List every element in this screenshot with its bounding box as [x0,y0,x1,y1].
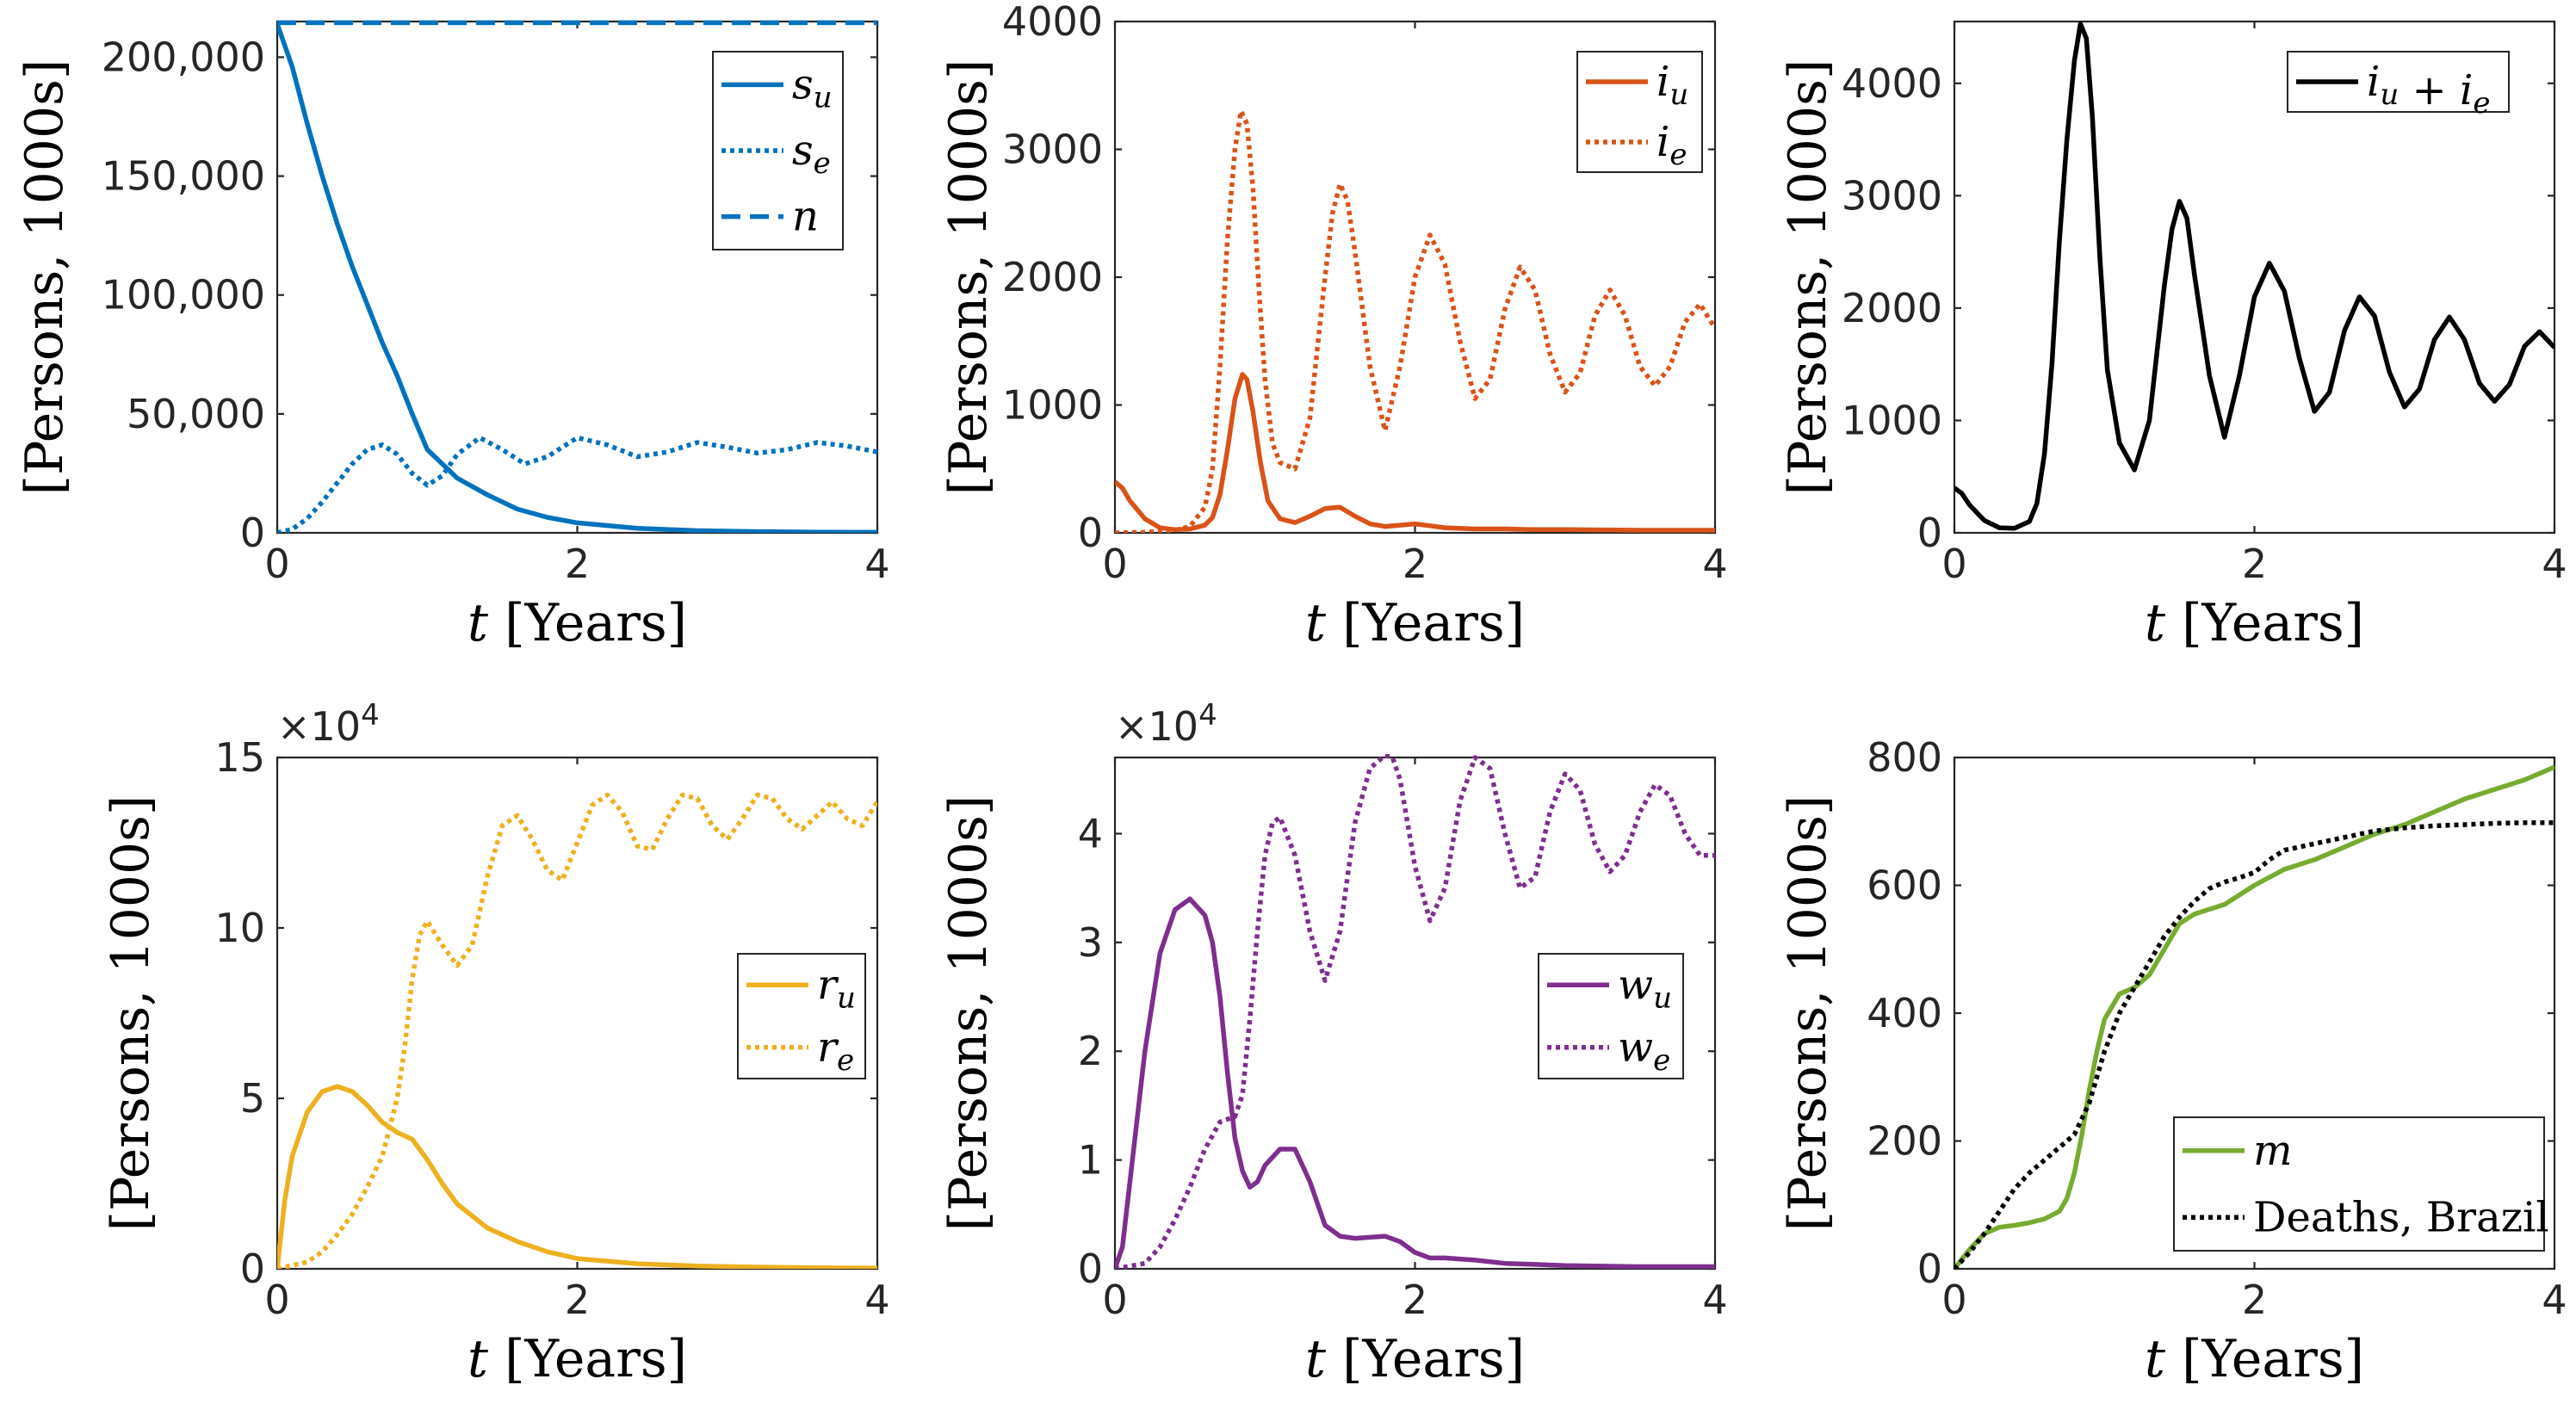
x-axis-label: t [Years] [468,1329,687,1389]
x-tick-label: 2 [1403,1277,1427,1323]
y-tick-label: 800 [1867,734,1942,781]
y-tick-label: 200 [1867,1118,1942,1165]
x-tick-label: 2 [565,541,590,587]
legend: iu ie [1576,51,1703,173]
legend-label: m [2253,1127,2293,1175]
series-line-r-e [277,792,877,1269]
legend-box [2173,1116,2545,1252]
y-tick-label: 0 [1078,1246,1103,1292]
series-line-s-e [277,435,877,533]
y-exponent-label: ×104 [1115,698,1217,750]
y-tick-label: 5 [240,1075,265,1122]
x-tick-label: 0 [264,1277,289,1323]
series-line-i-e [1115,108,1715,533]
x-tick-label: 4 [2542,541,2567,587]
x-tick-label: 0 [1102,1277,1127,1323]
legend: su se n [712,51,844,250]
series-line-s-u [277,22,877,533]
y-tick-label: 1 [1078,1137,1103,1184]
y-tick-label: 2000 [1002,254,1103,300]
chart-panel-4: 0 2 4 0 5 10 15 ×104 t [Years] [Persons, 1000s] ru… [101,698,890,1389]
y-tick-label: 4000 [1002,0,1103,45]
legend-box [1576,51,1703,173]
legend-label: n [792,193,819,241]
y-axis-label: [Persons, 1000s] [15,59,75,496]
legend: ru re [737,953,866,1079]
y-tick-label: 0 [240,1246,265,1292]
y-tick-label: 200,000 [102,34,265,80]
x-tick-label: 4 [864,541,889,587]
legend-label: se [792,127,831,181]
x-tick-label: 4 [1702,1277,1727,1323]
legend-label: iu + ie [2367,58,2490,121]
x-tick-label: 4 [864,1277,889,1323]
x-axis-label: t [Years] [468,593,687,653]
y-tick-label: 0 [240,510,265,556]
y-axis-label: [Persons, 1000s] [938,795,999,1232]
y-tick-label: 4 [1078,810,1103,856]
legend: wu we [1538,953,1684,1079]
legend-label: ie [1656,118,1687,172]
y-axis-label: [Persons, 1000s] [1778,795,1838,1232]
y-tick-label: 10 [214,905,265,951]
legend: m Deaths, Brazil [2173,1116,2549,1252]
legend-label: we [1618,1023,1670,1078]
chart-panel-6: 0 2 4 0 200 400 600 800 t [Years] [Persons, 1000s… [1778,734,2567,1389]
x-tick-label: 0 [1941,1277,1966,1323]
y-tick-label: 2 [1078,1028,1103,1074]
y-tick-label: 3000 [1002,127,1103,173]
x-axis-label: t [Years] [2145,593,2364,653]
y-tick-label: 1000 [1002,382,1103,429]
legend-label: iu [1656,58,1688,112]
x-tick-label: 4 [1702,541,1727,587]
chart-panel-2: 0 2 4 0 1000 2000 3000 4000 t [Years] [Persons, 1… [938,0,1728,653]
x-tick-label: 0 [1102,541,1127,587]
y-tick-label: 4000 [1842,60,1942,107]
series-line-w-u [1115,896,1715,1269]
y-tick-label: 50,000 [127,391,265,437]
y-tick-label: 15 [214,734,265,781]
y-exponent-label: ×104 [277,698,380,750]
y-tick-label: 400 [1867,990,1942,1036]
legend: iu + ie [2287,51,2510,121]
y-tick-label: 0 [1917,1246,1942,1292]
y-tick-label: 0 [1078,510,1103,556]
series-line-r-u [277,1084,877,1269]
y-axis-label: [Persons, 1000s] [938,59,999,496]
x-tick-label: 2 [2242,1277,2267,1323]
legend-label: wu [1618,961,1672,1015]
y-tick-label: 3 [1078,919,1103,966]
x-axis-label: t [Years] [1305,593,1525,653]
x-tick-label: 0 [1941,541,1966,587]
chart-panel-3: 0 2 4 0 1000 2000 3000 4000 t [Years] [Persons, 1… [1778,20,2567,653]
x-tick-label: 2 [565,1277,590,1323]
x-axis-label: t [Years] [1305,1329,1525,1389]
legend-label: re [817,1023,854,1078]
series-line-w-e [1115,754,1715,1269]
legend-box [1538,953,1684,1079]
y-tick-label: 1000 [1842,397,1942,443]
y-tick-label: 150,000 [102,153,265,200]
legend-label: ru [817,961,856,1015]
y-tick-label: 0 [1917,510,1942,556]
x-tick-label: 2 [1403,541,1427,587]
legend-label: su [792,60,833,114]
y-axis-label: [Persons, 1000s] [1778,59,1838,496]
legend-box [737,953,866,1079]
y-tick-label: 100,000 [102,272,265,318]
x-tick-label: 4 [2542,1277,2567,1323]
y-tick-label: 600 [1867,863,1942,909]
y-tick-label: 3000 [1842,172,1942,219]
chart-panel-1: 0 2 4 0 50,000 100,000 150,000 200,000 t [Years]… [15,20,890,653]
y-tick-label: 2000 [1842,285,1942,331]
series-line-m [1954,764,2554,1269]
legend-label: Deaths, Brazil [2253,1193,2549,1241]
x-axis-label: t [Years] [2145,1329,2364,1389]
y-axis-label: [Persons, 1000s] [101,795,161,1232]
x-tick-label: 2 [2242,541,2267,587]
x-tick-label: 0 [264,541,289,587]
series-line-i-u-i-e [1954,21,2554,531]
